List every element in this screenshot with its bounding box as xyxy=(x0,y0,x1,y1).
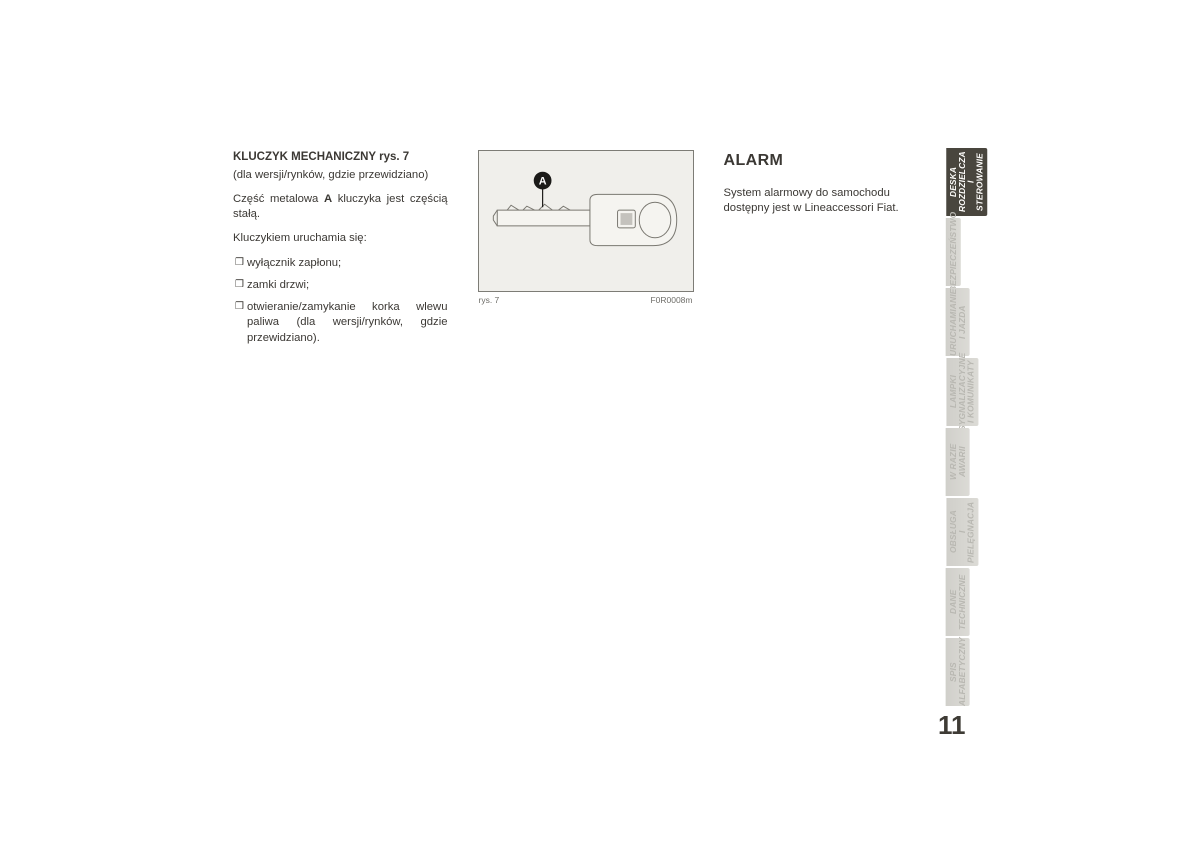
list-item: wyłącznik zapłonu; xyxy=(235,256,448,271)
section-tabs: DESKAROZDZIELCZAI STEROWANIE BEZPIECZEŃS… xyxy=(946,148,998,708)
tab-dashboard[interactable]: DESKAROZDZIELCZAI STEROWANIE xyxy=(946,148,987,216)
section-heading: KLUCZYK MECHANICZNY rys. 7 xyxy=(233,150,448,166)
tab-index[interactable]: SPISALFABETYCZNY xyxy=(946,638,970,706)
tab-emergency[interactable]: W RAZIEAWARII xyxy=(946,428,970,496)
tab-warnings[interactable]: LAMPKISYGNALIZACYJNEI KOMUNIKATY xyxy=(946,358,978,426)
alarm-body: System alarmowy do samochodu dostępny je… xyxy=(724,186,934,217)
list-item: otwieranie/zamykanie korka wlewu paliwa … xyxy=(235,300,448,346)
figure-key: A xyxy=(478,150,694,292)
page-number: 11 xyxy=(938,710,966,741)
figure-code: F0R0008m xyxy=(650,295,692,305)
tab-safety[interactable]: BEZPIECZEŃSTWO xyxy=(946,218,961,286)
paragraph-metal-part: Część metalowa A kluczyka jest częścią s… xyxy=(233,192,448,223)
figure-caption: rys. 7 F0R0008m xyxy=(478,295,694,305)
key-function-list: wyłącznik zapłonu; zamki drzwi; otwieran… xyxy=(235,256,448,346)
section-subnote: (dla wersji/rynków, gdzie przewidziano) xyxy=(233,168,448,183)
tab-techdata[interactable]: DANETECHNICZNE xyxy=(946,568,970,636)
tab-starting[interactable]: URUCHAMIANIEI JAZDA xyxy=(946,288,970,356)
svg-text:A: A xyxy=(538,176,546,188)
figure-column: A rys. 7 F0R0008m xyxy=(478,150,694,353)
right-column: ALARM System alarmowy do samochodu dostę… xyxy=(724,150,934,353)
list-item: zamki drzwi; xyxy=(235,278,448,293)
page-content: KLUCZYK MECHANICZNY rys. 7 (dla wersji/r… xyxy=(233,150,933,353)
alarm-heading: ALARM xyxy=(724,150,934,172)
tab-maintenance[interactable]: OBSŁUGAI PIELĘGNACJA xyxy=(946,498,978,566)
left-column: KLUCZYK MECHANICZNY rys. 7 (dla wersji/r… xyxy=(233,150,448,353)
paragraph-operates: Kluczykiem uruchamia się: xyxy=(233,231,448,246)
figure-label: rys. 7 xyxy=(479,295,500,305)
key-illustration: A xyxy=(479,151,693,291)
